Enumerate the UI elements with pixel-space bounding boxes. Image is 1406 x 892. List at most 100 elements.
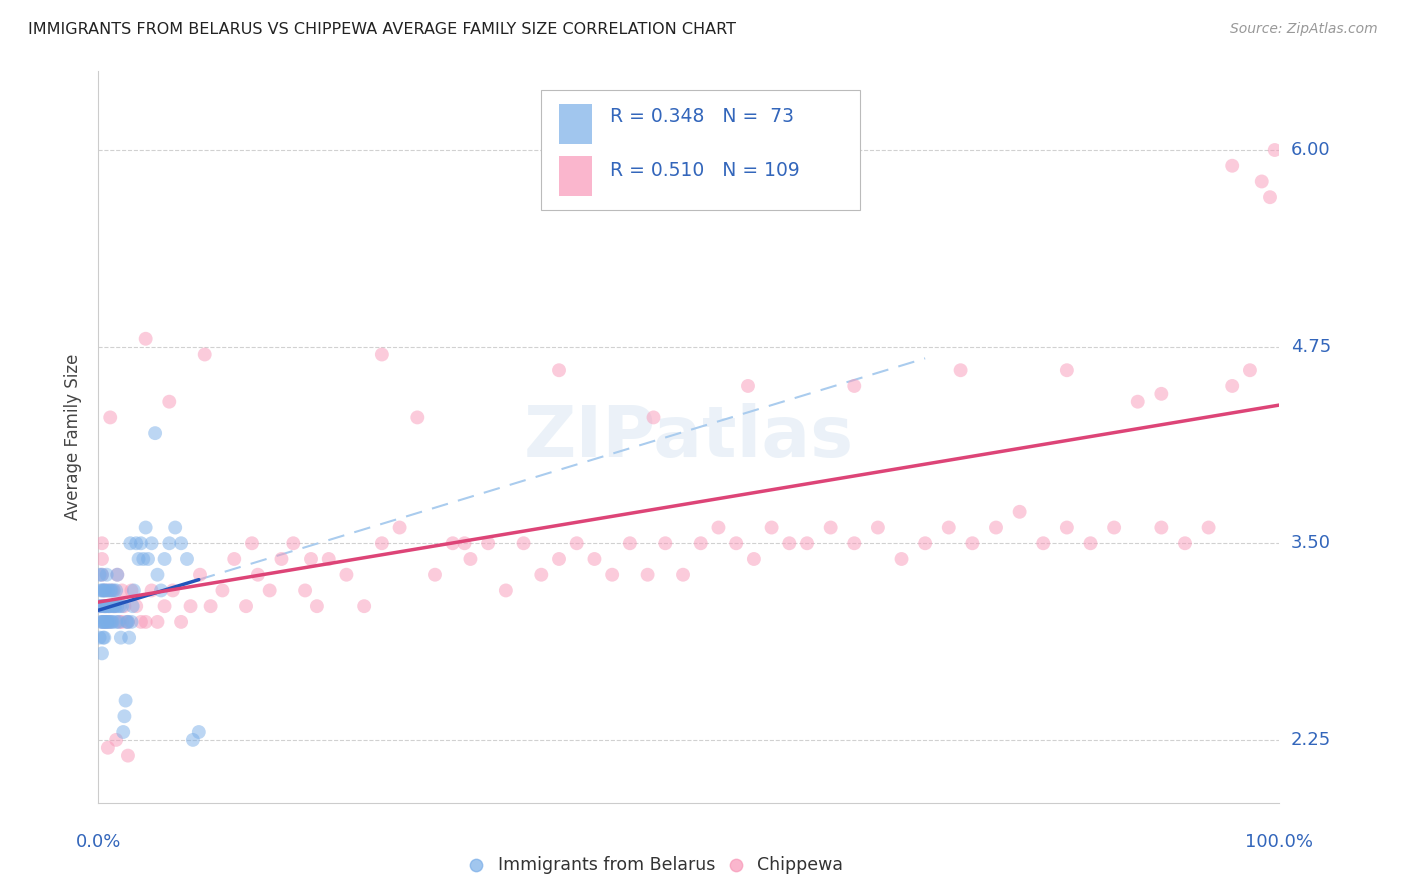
Point (91, 567, 114, 582)
Point (240, 536, 263, 550)
Point (121, 615, 143, 629)
Point (1220, 379, 1243, 393)
Point (211, 583, 233, 598)
Point (129, 615, 152, 629)
Point (97, 599, 120, 614)
Point (89, 631, 111, 645)
Point (246, 567, 269, 582)
Point (1150, 387, 1173, 401)
Text: 6.00: 6.00 (1291, 141, 1330, 159)
Point (654, 536, 676, 550)
Point (93, 583, 115, 598)
Point (157, 394, 180, 409)
Point (141, 583, 163, 598)
Point (98, 599, 121, 614)
Point (93, 631, 115, 645)
Point (1258, 190, 1281, 204)
Point (844, 536, 866, 550)
Point (477, 536, 499, 550)
Point (318, 552, 340, 566)
Point (423, 567, 446, 582)
Point (90, 583, 112, 598)
Point (235, 599, 257, 614)
Point (388, 520, 411, 534)
Point (548, 552, 571, 566)
Point (121, 583, 143, 598)
Point (844, 379, 866, 393)
Text: Immigrants from Belarus: Immigrants from Belarus (498, 856, 716, 874)
Point (94, 599, 117, 614)
Point (1056, 520, 1078, 534)
Point (200, 599, 222, 614)
Point (294, 583, 316, 598)
Point (1150, 520, 1173, 534)
Point (105, 567, 128, 582)
Point (129, 536, 152, 550)
Point (371, 347, 394, 361)
Point (97, 740, 120, 755)
Point (135, 520, 157, 534)
Point (335, 567, 357, 582)
Point (778, 536, 800, 550)
Point (93, 599, 115, 614)
Point (98, 599, 121, 614)
Point (125, 536, 148, 550)
Point (548, 363, 571, 377)
Point (441, 536, 464, 550)
Point (105, 567, 128, 582)
Point (93, 583, 115, 598)
Point (689, 536, 711, 550)
Point (820, 520, 842, 534)
Point (1008, 505, 1031, 519)
Point (89, 567, 111, 582)
Point (299, 552, 322, 566)
Point (111, 599, 134, 614)
Point (94, 599, 117, 614)
Point (91, 646, 114, 660)
Point (1126, 394, 1149, 409)
Point (91, 567, 114, 582)
Point (270, 552, 292, 566)
Point (643, 410, 665, 425)
Point (98, 615, 121, 629)
Point (153, 599, 176, 614)
Bar (560, 155, 592, 196)
Text: 2.25: 2.25 (1291, 731, 1331, 749)
Point (1264, 143, 1286, 157)
Point (672, 567, 695, 582)
Point (90, 599, 112, 614)
Point (98, 599, 121, 614)
Point (890, 552, 912, 566)
Point (112, 725, 135, 739)
Point (97, 583, 120, 598)
Point (93, 599, 115, 614)
Point (565, 536, 588, 550)
Point (107, 615, 129, 629)
Point (914, 536, 936, 550)
Point (583, 552, 606, 566)
Point (105, 583, 128, 598)
Point (135, 615, 157, 629)
Point (105, 615, 128, 629)
Point (707, 520, 730, 534)
Point (111, 583, 134, 598)
Point (91, 615, 114, 629)
Point (194, 347, 217, 361)
Text: R = 0.348   N =  73: R = 0.348 N = 73 (610, 107, 794, 127)
Point (353, 599, 375, 614)
Point (984, 520, 1007, 534)
Point (94, 583, 117, 598)
Point (371, 536, 394, 550)
Point (1080, 536, 1102, 550)
Point (91, 583, 114, 598)
Point (259, 583, 281, 598)
Point (96, 615, 118, 629)
Point (170, 615, 193, 629)
Point (96, 615, 118, 629)
Point (100, 583, 122, 598)
Point (143, 426, 166, 441)
Point (112, 709, 135, 723)
Point (97, 615, 120, 629)
Point (187, 725, 209, 739)
Point (105, 732, 128, 747)
